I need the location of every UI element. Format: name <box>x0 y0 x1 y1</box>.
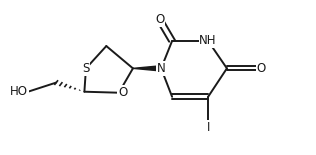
Text: O: O <box>118 86 127 99</box>
Text: N: N <box>157 62 166 75</box>
Polygon shape <box>133 66 161 71</box>
Text: HO: HO <box>10 85 28 98</box>
Text: O: O <box>155 13 164 26</box>
Text: NH: NH <box>199 34 217 47</box>
Text: I: I <box>206 121 210 134</box>
Text: S: S <box>82 62 90 75</box>
Text: O: O <box>257 62 266 75</box>
